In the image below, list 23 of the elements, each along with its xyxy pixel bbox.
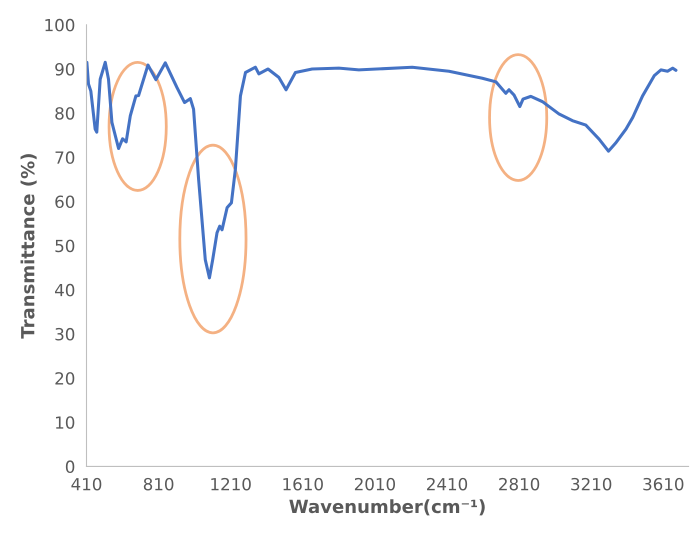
y-tick-label: 20 bbox=[55, 372, 74, 385]
y-tick-label: 40 bbox=[54, 284, 74, 296]
x-tick-label: 2810 bbox=[499, 478, 540, 490]
x-tick-label: 3210 bbox=[571, 478, 612, 490]
x-tick-label: 1210 bbox=[211, 478, 251, 490]
y-tick-label: 30 bbox=[55, 328, 74, 341]
y-axis-title: Transmittance (%) bbox=[20, 154, 37, 339]
y-tick-label: 100 bbox=[45, 18, 74, 32]
y-tick-label: 0 bbox=[66, 460, 74, 474]
x-tick-label: 2410 bbox=[427, 478, 468, 490]
y-tick-label: 70 bbox=[56, 151, 74, 164]
x-tick-label: 2010 bbox=[354, 478, 396, 490]
x-tick-label: 810 bbox=[144, 478, 174, 490]
y-tick-label: 60 bbox=[55, 195, 74, 208]
x-tick-label: 3610 bbox=[643, 478, 684, 490]
y-tick-label: 90 bbox=[55, 62, 74, 76]
y-tick-label: 10 bbox=[56, 416, 74, 429]
line-series bbox=[86, 60, 678, 280]
y-tick-label: 80 bbox=[55, 107, 74, 120]
x-axis-title: Wavenumber(cm⁻¹) bbox=[289, 499, 485, 516]
x-tick-label: 410 bbox=[71, 478, 102, 490]
x-tick-label: 1610 bbox=[283, 478, 323, 490]
y-tick-label: 50 bbox=[55, 240, 74, 252]
